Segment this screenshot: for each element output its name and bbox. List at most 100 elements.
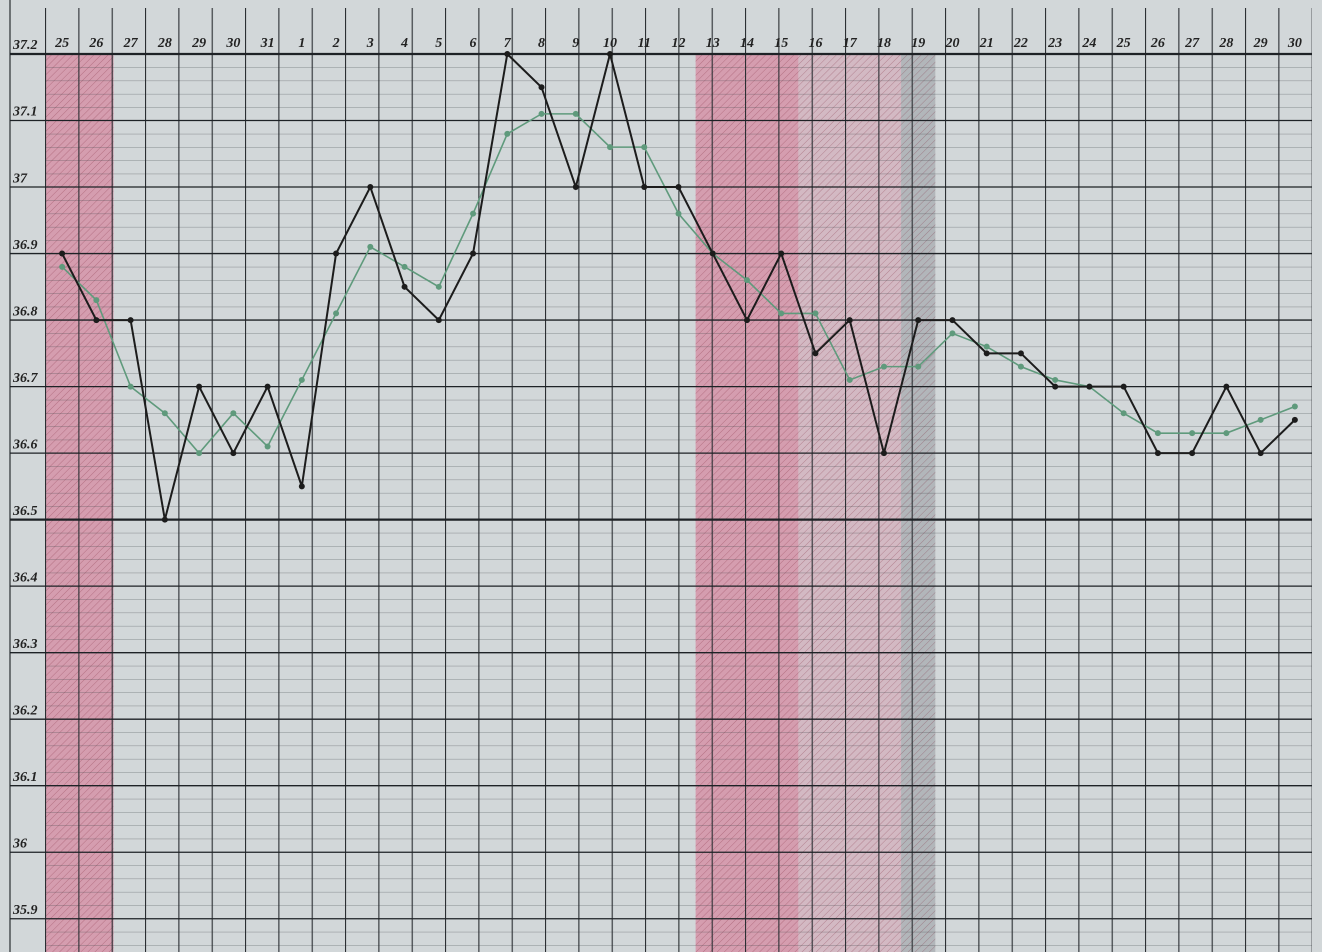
data-point (1189, 450, 1196, 457)
data-point (333, 250, 340, 257)
x-tick-label: 17 (843, 36, 858, 51)
x-tick-label: 6 (470, 36, 477, 51)
data-point (812, 350, 819, 357)
x-tick-label: 30 (1287, 36, 1302, 51)
y-tick-label: 36.7 (12, 371, 39, 386)
x-tick-label: 20 (944, 36, 959, 51)
x-tick-label: 3 (366, 36, 374, 51)
data-point (1223, 383, 1230, 390)
x-tick-label: 13 (706, 36, 720, 51)
data-point (1154, 450, 1161, 457)
data-point (983, 350, 990, 357)
data-point (1086, 383, 1093, 390)
x-tick-label: 27 (1184, 36, 1200, 51)
x-tick-label: 16 (808, 36, 822, 51)
data-point (538, 84, 545, 91)
x-tick-label: 21 (979, 36, 994, 51)
x-tick-label: 26 (1150, 36, 1165, 51)
data-point (504, 130, 511, 137)
data-point (1223, 430, 1230, 437)
data-point (230, 450, 237, 457)
x-tick-label: 5 (435, 36, 442, 51)
x-tick-label: 7 (504, 36, 512, 51)
data-point (367, 184, 374, 191)
x-tick-label: 1 (298, 36, 305, 51)
y-tick-label: 36.5 (12, 504, 38, 519)
data-point (812, 310, 819, 317)
data-point (1120, 383, 1127, 390)
y-tick-label: 36.2 (12, 703, 38, 718)
y-tick-label: 36.9 (12, 238, 38, 253)
x-tick-label: 28 (1218, 36, 1233, 51)
x-tick-label: 12 (672, 36, 686, 51)
y-tick-label: 37.1 (12, 105, 38, 120)
y-tick-label: 37.2 (12, 38, 38, 53)
x-tick-label: 22 (1013, 36, 1028, 51)
data-point (641, 184, 648, 191)
data-point (983, 343, 990, 350)
data-point (59, 250, 66, 257)
data-point (743, 277, 750, 284)
data-point (880, 363, 887, 370)
data-point (1291, 403, 1298, 410)
y-tick-label: 36 (12, 836, 27, 851)
data-point (949, 330, 956, 337)
data-point (470, 210, 477, 217)
x-tick-label: 15 (774, 36, 788, 51)
data-point (1120, 410, 1127, 417)
y-tick-label: 36.1 (12, 770, 38, 785)
data-point (127, 383, 134, 390)
x-tick-label: 25 (54, 36, 69, 51)
data-point (572, 184, 579, 191)
data-point (93, 317, 100, 324)
data-point (1257, 450, 1264, 457)
data-point (1052, 383, 1059, 390)
data-point (367, 243, 374, 250)
y-tick-label: 36.8 (12, 304, 38, 319)
x-tick-label: 30 (225, 36, 240, 51)
x-tick-label: 28 (157, 36, 172, 51)
data-point (607, 51, 614, 57)
x-tick-label: 29 (1253, 36, 1268, 51)
data-point (1017, 350, 1024, 357)
x-tick-label: 23 (1047, 36, 1062, 51)
x-tick-label: 4 (400, 36, 408, 51)
x-tick-label: 19 (911, 36, 925, 51)
x-tick-label: 14 (740, 36, 754, 51)
x-tick-label: 29 (191, 36, 206, 51)
data-point (675, 184, 682, 191)
data-point (333, 310, 340, 317)
data-point (607, 144, 614, 151)
data-point (435, 283, 442, 290)
data-point (572, 110, 579, 117)
data-point (196, 383, 203, 390)
data-point (127, 317, 134, 324)
x-tick-label: 10 (603, 36, 617, 51)
data-point (743, 317, 750, 324)
x-tick-label: 9 (572, 36, 579, 51)
x-tick-label: 8 (538, 36, 545, 51)
data-point (778, 250, 785, 257)
data-point (915, 363, 922, 370)
data-point (949, 317, 956, 324)
data-point (298, 376, 305, 383)
data-point (161, 516, 168, 523)
y-tick-label: 36.3 (12, 637, 38, 652)
data-point (435, 317, 442, 324)
data-point (846, 376, 853, 383)
x-tick-label: 11 (638, 36, 651, 51)
data-point (778, 310, 785, 317)
x-tick-label: 18 (877, 36, 891, 51)
data-point (1052, 376, 1059, 383)
y-tick-label: 35.9 (12, 903, 38, 918)
data-point (846, 317, 853, 324)
x-tick-label: 31 (260, 36, 275, 51)
x-tick-label: 25 (1116, 36, 1131, 51)
data-point (264, 383, 271, 390)
data-point (1291, 416, 1298, 423)
data-point (230, 410, 237, 417)
header-grid (45, 8, 1312, 54)
data-point (1017, 363, 1024, 370)
